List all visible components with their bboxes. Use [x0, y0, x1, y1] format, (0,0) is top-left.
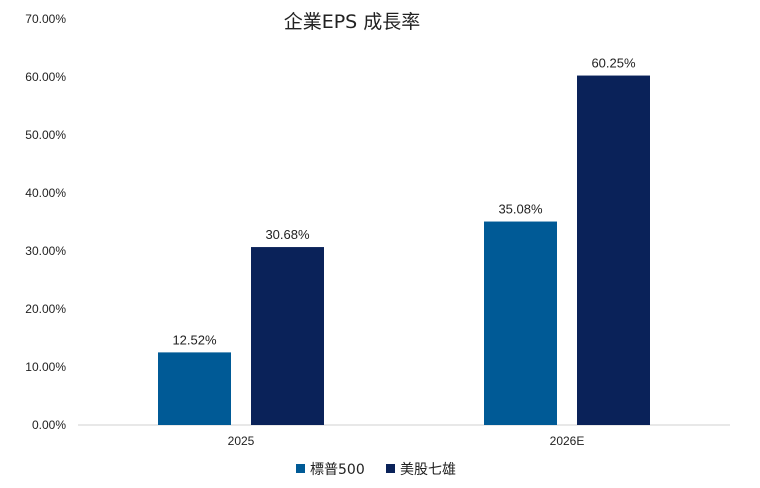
bar-mag7-2025 — [251, 247, 324, 425]
x-axis: 2025 2026E — [228, 434, 585, 448]
y-tick-label: 50.00% — [25, 128, 66, 142]
x-tick-label: 2026E — [550, 434, 585, 448]
bar-mag7-2026e — [577, 75, 650, 426]
y-tick-label: 70.00% — [25, 12, 66, 26]
legend-swatch — [296, 464, 305, 473]
y-tick-label: 0.00% — [32, 418, 66, 432]
y-tick-label: 10.00% — [25, 360, 66, 374]
legend-label: 美股七雄 — [400, 462, 456, 478]
y-tick-label: 60.00% — [25, 70, 66, 84]
data-label: 12.52% — [172, 332, 217, 347]
bar-sp500-2025 — [158, 352, 231, 425]
data-label: 30.68% — [265, 227, 310, 242]
x-tick-label: 2025 — [228, 434, 255, 448]
bar-sp500-2026e — [484, 221, 557, 425]
bars-group: 12.52% 30.68% 35.08% 60.25% — [158, 56, 650, 426]
data-label: 35.08% — [498, 202, 543, 217]
legend-swatch — [386, 464, 395, 473]
chart-title: 企業EPS 成長率 — [284, 11, 421, 33]
y-axis: 0.00% 10.00% 20.00% 30.00% 40.00% 50.00% 60.00… — [25, 12, 66, 432]
y-tick-label: 30.00% — [25, 244, 66, 258]
y-tick-label: 20.00% — [25, 302, 66, 316]
y-tick-label: 40.00% — [25, 186, 66, 200]
legend: 標普500 美股七雄 — [296, 462, 456, 478]
legend-label: 標普500 — [310, 462, 365, 478]
data-label: 60.25% — [591, 56, 636, 71]
